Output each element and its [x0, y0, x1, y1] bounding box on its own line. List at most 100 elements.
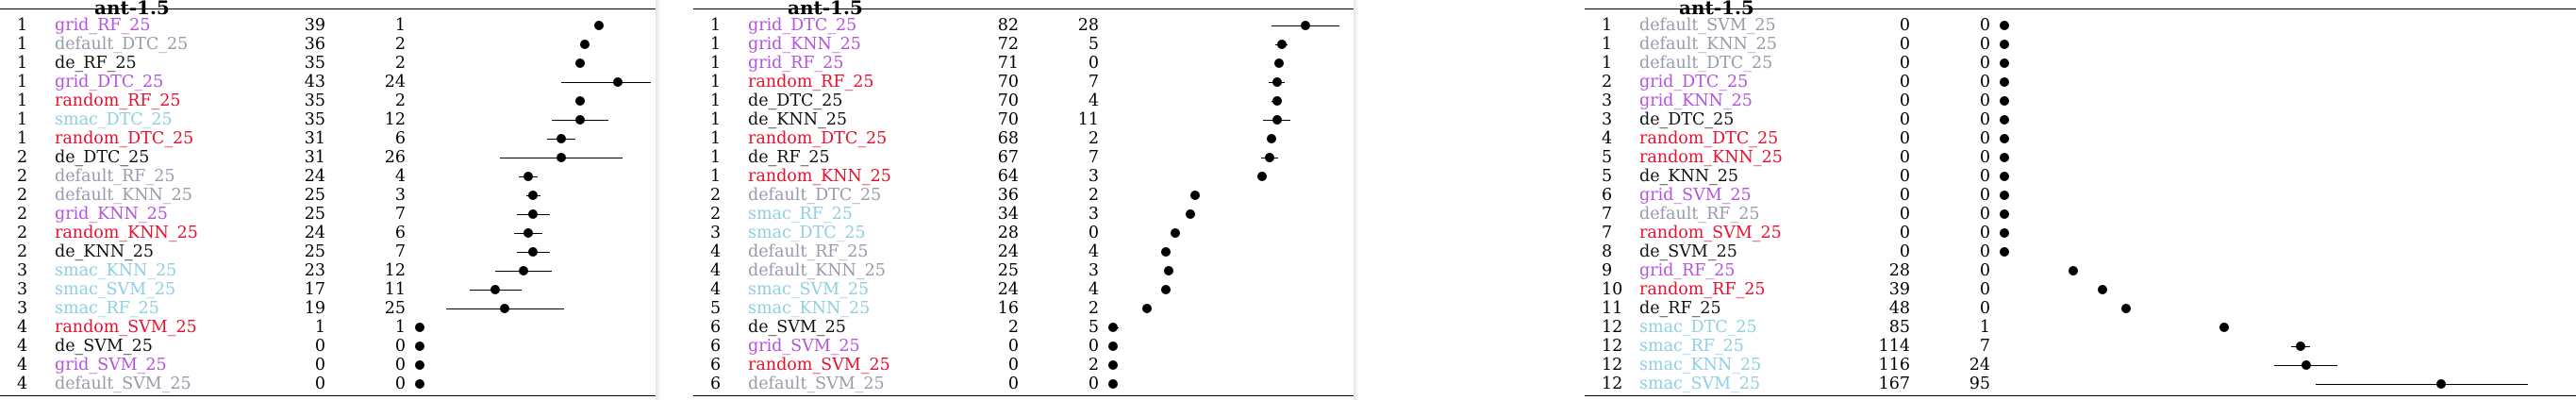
- median-dot: [2000, 172, 2009, 181]
- result-table-2: ant-1.5 1 grid_DTC_25 82 28 1 grid_KNN_25 72 5 1 g…: [693, 0, 1354, 400]
- table-row: 1 grid_RF_25 39 1: [0, 16, 656, 35]
- rank-cell: 4: [1602, 129, 1613, 148]
- median-cell: 19: [304, 299, 325, 318]
- treatment-name: smac_KNN_25: [55, 261, 177, 280]
- median-cell: 0: [1899, 16, 1910, 35]
- distribution-plot: [2000, 261, 2528, 280]
- rank-cell: 4: [17, 337, 28, 356]
- table-title: ant-1.5: [94, 0, 170, 19]
- median-dot: [1271, 115, 1282, 125]
- treatment-name: default_DTC_25: [1639, 54, 1773, 73]
- rank-cell: 1: [710, 35, 722, 54]
- treatment-name: grid_SVM_25: [1639, 186, 1752, 205]
- table-row: 4 de_SVM_25 0 0: [0, 337, 656, 356]
- table-row: 6 grid_SVM_25 0 0: [1585, 186, 2576, 205]
- iqr-cell: 4: [1088, 92, 1099, 110]
- table-row: 1 default_DTC_25 36 2: [0, 35, 656, 54]
- rank-cell: 6: [710, 318, 722, 337]
- median-cell: 0: [314, 375, 325, 393]
- rank-cell: 2: [17, 242, 28, 261]
- median-dot: [1108, 323, 1119, 332]
- distribution-plot: [2000, 299, 2528, 318]
- treatment-name: random_DTC_25: [748, 129, 888, 148]
- rank-cell: 2: [1602, 73, 1613, 92]
- distribution-plot: [415, 73, 651, 92]
- rank-cell: 6: [1602, 186, 1613, 205]
- rank-cell: 12: [1602, 337, 1623, 356]
- iqr-cell: 7: [394, 242, 406, 261]
- distribution-plot: [2000, 205, 2528, 224]
- result-table-1: ant-1.5 1 grid_RF_25 39 1 1 default_DTC_25 36 2 1…: [0, 0, 656, 400]
- table-row: 5 smac_KNN_25 16 2: [693, 299, 1354, 318]
- distribution-plot: [1108, 337, 1349, 356]
- median-cell: 25: [304, 205, 325, 224]
- iqr-cell: 0: [1088, 375, 1099, 393]
- iqr-cell: 0: [394, 375, 406, 393]
- median-cell: 0: [1899, 242, 1910, 261]
- median-dot: [2000, 247, 2009, 257]
- rank-cell: 1: [710, 54, 722, 73]
- treatment-name: smac_SVM_25: [1639, 375, 1761, 393]
- iqr-cell: 0: [394, 356, 406, 375]
- table-row: 1 de_KNN_25 70 11: [693, 110, 1354, 129]
- iqr-cell: 2: [1088, 129, 1099, 148]
- iqr-cell: 7: [1088, 148, 1099, 167]
- median-dot: [519, 266, 528, 275]
- table-row: 1 default_SVM_25 0 0: [1585, 16, 2576, 35]
- treatment-name: grid_DTC_25: [55, 73, 164, 92]
- distribution-plot: [2000, 242, 2528, 261]
- treatment-name: default_RF_25: [748, 242, 869, 261]
- median-dot: [1163, 266, 1173, 275]
- median-dot: [1161, 247, 1172, 257]
- table-row: 1 random_DTC_25 31 6: [0, 129, 656, 148]
- rank-cell: 5: [1602, 167, 1613, 186]
- median-dot: [415, 342, 424, 351]
- median-dot: [528, 191, 538, 200]
- median-dot: [2000, 191, 2009, 200]
- distribution-plot: [415, 148, 651, 167]
- rank-cell: 3: [17, 299, 28, 318]
- table-row: 12 smac_DTC_25 85 1: [1585, 318, 2576, 337]
- table-row: 3 smac_RF_25 19 25: [0, 299, 656, 318]
- iqr-cell: 0: [394, 337, 406, 356]
- distribution-plot: [1108, 224, 1349, 242]
- median-dot: [2000, 115, 2009, 125]
- median-cell: 1: [314, 318, 325, 337]
- iqr-cell: 4: [1088, 242, 1099, 261]
- median-dot: [613, 77, 623, 87]
- rank-cell: 4: [17, 375, 28, 393]
- table-row: 2 default_KNN_25 25 3: [0, 186, 656, 205]
- median-dot: [524, 228, 533, 238]
- median-cell: 0: [1899, 92, 1910, 110]
- page-edge-shadow: [1354, 0, 1359, 400]
- distribution-plot: [2000, 337, 2528, 356]
- median-cell: 48: [1888, 299, 1910, 318]
- median-dot: [594, 21, 604, 30]
- median-cell: 0: [1899, 186, 1910, 205]
- table-row: 1 random_DTC_25 68 2: [693, 129, 1354, 148]
- median-cell: 0: [1899, 167, 1910, 186]
- treatment-name: random_SVM_25: [1639, 224, 1782, 242]
- distribution-plot: [415, 35, 651, 54]
- rank-cell: 2: [710, 205, 722, 224]
- median-cell: 0: [314, 337, 325, 356]
- rank-cell: 1: [710, 148, 722, 167]
- median-cell: 17: [304, 280, 325, 299]
- median-cell: 34: [997, 205, 1019, 224]
- median-dot: [1171, 228, 1181, 238]
- table-row: 1 random_RF_25 35 2: [0, 92, 656, 110]
- treatment-name: grid_RF_25: [748, 54, 844, 73]
- treatment-name: random_DTC_25: [1639, 129, 1779, 148]
- treatment-name: smac_DTC_25: [748, 224, 866, 242]
- distribution-plot: [2000, 280, 2528, 299]
- iqr-cell: 0: [1979, 54, 1990, 73]
- median-dot: [1271, 96, 1282, 106]
- treatment-name: smac_SVM_25: [748, 280, 870, 299]
- table-row: 2 default_DTC_25 36 2: [693, 186, 1354, 205]
- median-cell: 114: [1878, 337, 1910, 356]
- top-rule: [693, 8, 1354, 9]
- iqr-cell: 0: [1979, 242, 1990, 261]
- median-cell: 39: [1888, 280, 1910, 299]
- median-dot: [2219, 323, 2229, 332]
- treatment-name: de_DTC_25: [748, 92, 843, 110]
